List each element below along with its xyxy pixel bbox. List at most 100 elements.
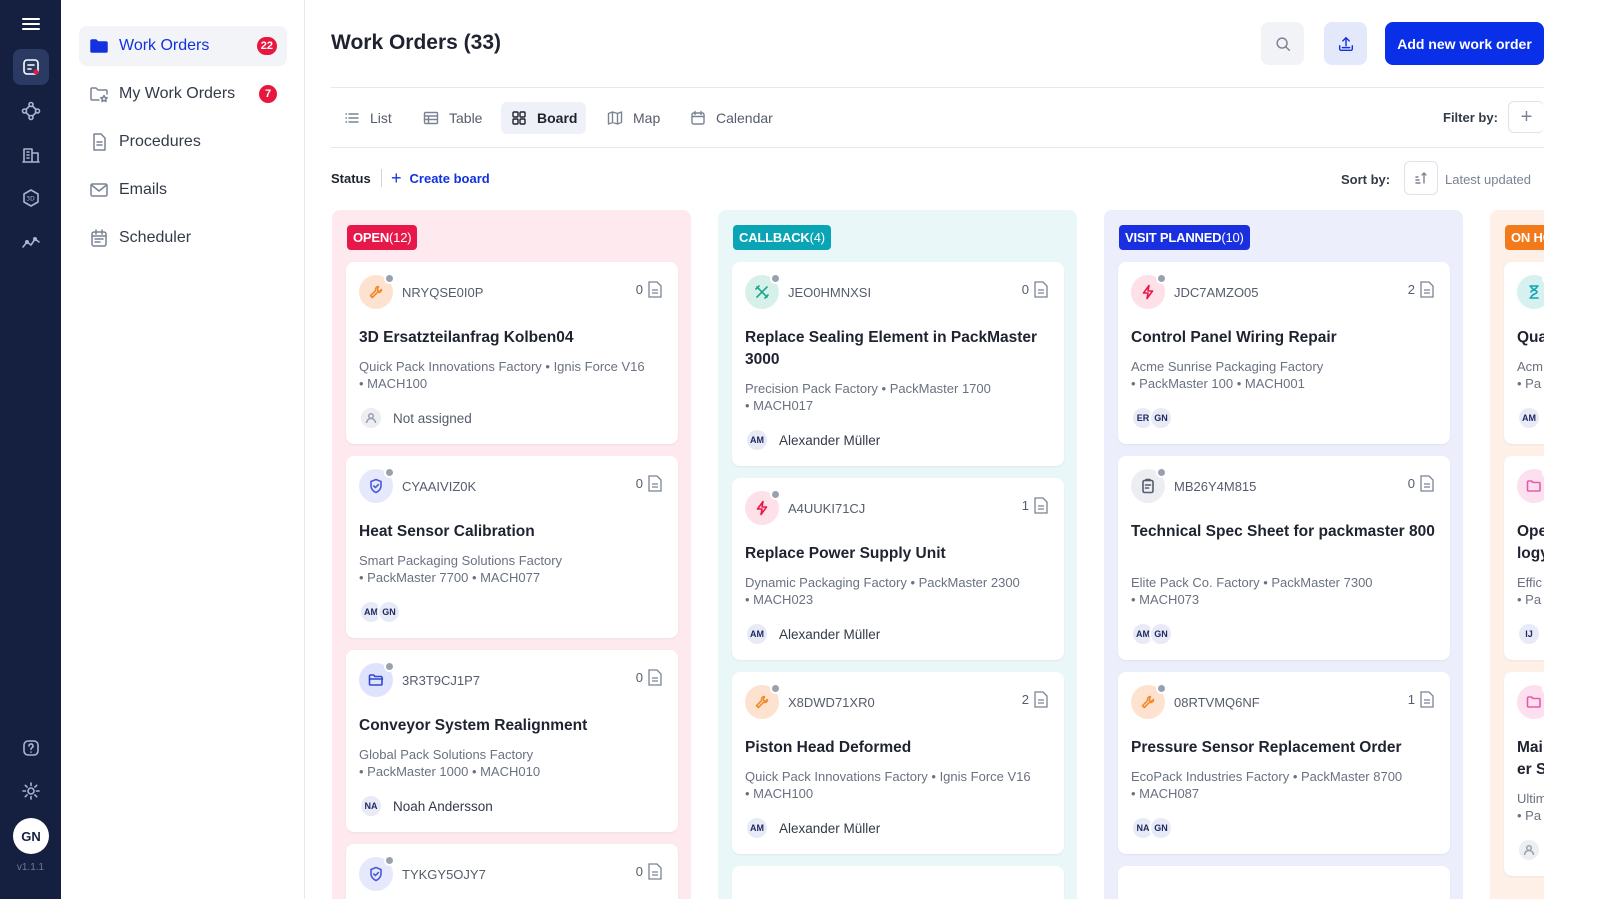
doc-count: 2 (1021, 692, 1029, 707)
document-icon (1420, 475, 1434, 492)
network-icon[interactable] (13, 93, 49, 129)
work-order-title: Conveyor System Realignment (359, 717, 588, 734)
add-filter-button[interactable]: + (1508, 101, 1544, 133)
work-order-code: X8DWD71XR0 (788, 695, 875, 710)
work-order-card[interactable]: MB26Y4M815 0 Technical Spec Sheet for pa… (1118, 456, 1450, 660)
board: OPEN (12) NRYQSE0I0P 0 3D Ersatzteilanfra… (331, 210, 1544, 899)
assignee (1517, 838, 1541, 862)
sidebar-item-procedures[interactable]: Procedures (79, 122, 287, 162)
tab-map[interactable]: Map (597, 102, 669, 134)
work-order-card[interactable]: Ope logy Effic • Pa IJ (1504, 456, 1544, 660)
work-order-card[interactable]: TYKGY5OJY7 0 (346, 844, 678, 899)
building-icon[interactable] (13, 137, 49, 173)
avatar: AM (1517, 406, 1541, 430)
add-work-order-button[interactable]: Add new work order (1385, 22, 1544, 65)
work-order-title: Qua (1517, 329, 1544, 346)
attachment-count[interactable]: 1 (1022, 497, 1048, 514)
assignee: NA Noah Andersson (359, 794, 493, 818)
work-order-title: Control Panel Wiring Repair (1131, 329, 1337, 346)
attachment-count[interactable]: 1 (1408, 691, 1434, 708)
column-count: (12) (389, 230, 412, 245)
user-avatar[interactable]: GN (13, 818, 49, 854)
work-order-location: Global Pack Solutions Factory (359, 747, 534, 762)
work-order-card[interactable] (732, 866, 1064, 899)
help-icon[interactable] (13, 730, 49, 766)
work-order-title: Replace Sealing Element in PackMaster 30… (745, 329, 1038, 368)
menu-icon[interactable] (13, 6, 49, 42)
work-order-card[interactable]: X8DWD71XR0 2 Piston Head Deformed Quick … (732, 672, 1064, 854)
column-header-visit-planned[interactable]: VISIT PLANNED (10) (1119, 225, 1250, 250)
divider (381, 169, 382, 187)
work-orders-icon[interactable] (13, 49, 49, 85)
analytics-icon[interactable] (13, 224, 49, 260)
sidebar-item-work-orders[interactable]: Work Orders 22 (79, 26, 287, 66)
count-badge: 7 (259, 85, 277, 103)
avatar: GN (1149, 406, 1173, 430)
column-count: (4) (809, 230, 826, 245)
work-order-code: CYAAIVIZ0K (402, 479, 477, 494)
create-board-button[interactable]: + Create board (391, 169, 490, 187)
sidebar: Work Orders 22 My Work Orders 7 Procedur… (61, 0, 305, 899)
attachment-count[interactable]: 2 (1408, 281, 1434, 298)
doc-count: 0 (1021, 282, 1029, 297)
assignee-name: Alexander Müller (779, 626, 881, 642)
settings-icon[interactable] (13, 773, 49, 809)
attachment-count[interactable]: 0 (636, 281, 662, 298)
work-order-card[interactable] (1118, 866, 1450, 899)
work-order-card[interactable]: Qua Acm • Pa AM (1504, 262, 1544, 444)
work-order-title: Replace Power Supply Unit (745, 545, 946, 562)
tab-table[interactable]: Table (413, 102, 491, 134)
calendar-icon (91, 229, 107, 247)
attachment-count[interactable]: 0 (1022, 281, 1048, 298)
tab-label: List (370, 110, 392, 126)
column-header-open[interactable]: OPEN (12) (347, 225, 418, 250)
column-header-callback[interactable]: CALLBACK (4) (733, 225, 831, 250)
avatar: NA (359, 794, 383, 818)
doc-count: 0 (635, 864, 643, 879)
work-order-card[interactable]: 08RTVMQ6NF 1 Pressure Sensor Replacement… (1118, 672, 1450, 854)
attachment-count[interactable]: 0 (636, 669, 662, 686)
work-order-card[interactable]: CYAAIVIZ0K 0 Heat Sensor Calibration Sma… (346, 456, 678, 638)
attachment-count[interactable]: 0 (636, 863, 662, 880)
work-order-card[interactable]: A4UUKI71CJ 1 Replace Power Supply Unit D… (732, 478, 1064, 660)
sort-label: Sort by: (1341, 172, 1391, 187)
assignee-name: Alexander Müller (779, 432, 881, 448)
work-order-location: Precision Pack Factory • PackMaster 1700 (745, 381, 991, 396)
sidebar-item-label: My Work Orders (119, 85, 236, 102)
map-icon (607, 111, 623, 125)
group-by-label: Status (331, 171, 371, 186)
search-button[interactable] (1261, 22, 1304, 65)
sidebar-item-emails[interactable]: Emails (79, 170, 287, 210)
work-order-title: Pressure Sensor Replacement Order (1131, 739, 1402, 756)
sort-direction-button[interactable] (1404, 161, 1438, 195)
avatar: GN (1149, 622, 1173, 646)
work-order-card[interactable]: JEO0HMNXSI 0 Replace Sealing Element in … (732, 262, 1064, 466)
divider (331, 87, 1544, 88)
sidebar-item-scheduler[interactable]: Scheduler (79, 218, 287, 258)
work-order-card[interactable]: JDC7AMZO05 2 Control Panel Wiring Repair… (1118, 262, 1450, 444)
tab-list[interactable]: List (334, 102, 401, 134)
document-icon (1034, 497, 1048, 514)
assignee-name: Alexander Müller (779, 820, 881, 836)
attachment-count[interactable]: 2 (1022, 691, 1048, 708)
sort-select[interactable]: Latest updated (1445, 172, 1532, 187)
work-order-card[interactable]: NRYQSE0I0P 0 3D Ersatzteilanfrag Kolben0… (346, 262, 678, 444)
plus-icon: + (1520, 105, 1533, 128)
3d-icon[interactable]: 3D (13, 180, 49, 216)
wrench-icon (1131, 683, 1167, 719)
column-name: CALLBACK (739, 230, 810, 245)
column-name: VISIT PLANNED (1125, 230, 1222, 245)
export-button[interactable] (1324, 22, 1367, 65)
tab-board[interactable]: Board (501, 102, 587, 134)
attachment-count[interactable]: 0 (636, 475, 662, 492)
attachment-count[interactable]: 0 (1408, 475, 1434, 492)
work-order-location: EcoPack Industries Factory • PackMaster … (1131, 769, 1403, 784)
work-order-card[interactable]: Mai er S Ultim • Pa (1504, 672, 1544, 876)
tab-calendar[interactable]: Calendar (680, 102, 782, 134)
work-order-card[interactable]: 3R3T9CJ1P7 0 Conveyor System Realignment… (346, 650, 678, 832)
sidebar-item-my-work-orders[interactable]: My Work Orders 7 (79, 74, 287, 114)
column-callback: CALLBACK (4) JEO0HMNXSI 0 Replace Sealing… (718, 210, 1077, 899)
doc-count: 1 (1021, 498, 1029, 513)
mail-icon (90, 183, 108, 197)
column-header-on-hold[interactable]: ON HOLD (1505, 225, 1544, 250)
